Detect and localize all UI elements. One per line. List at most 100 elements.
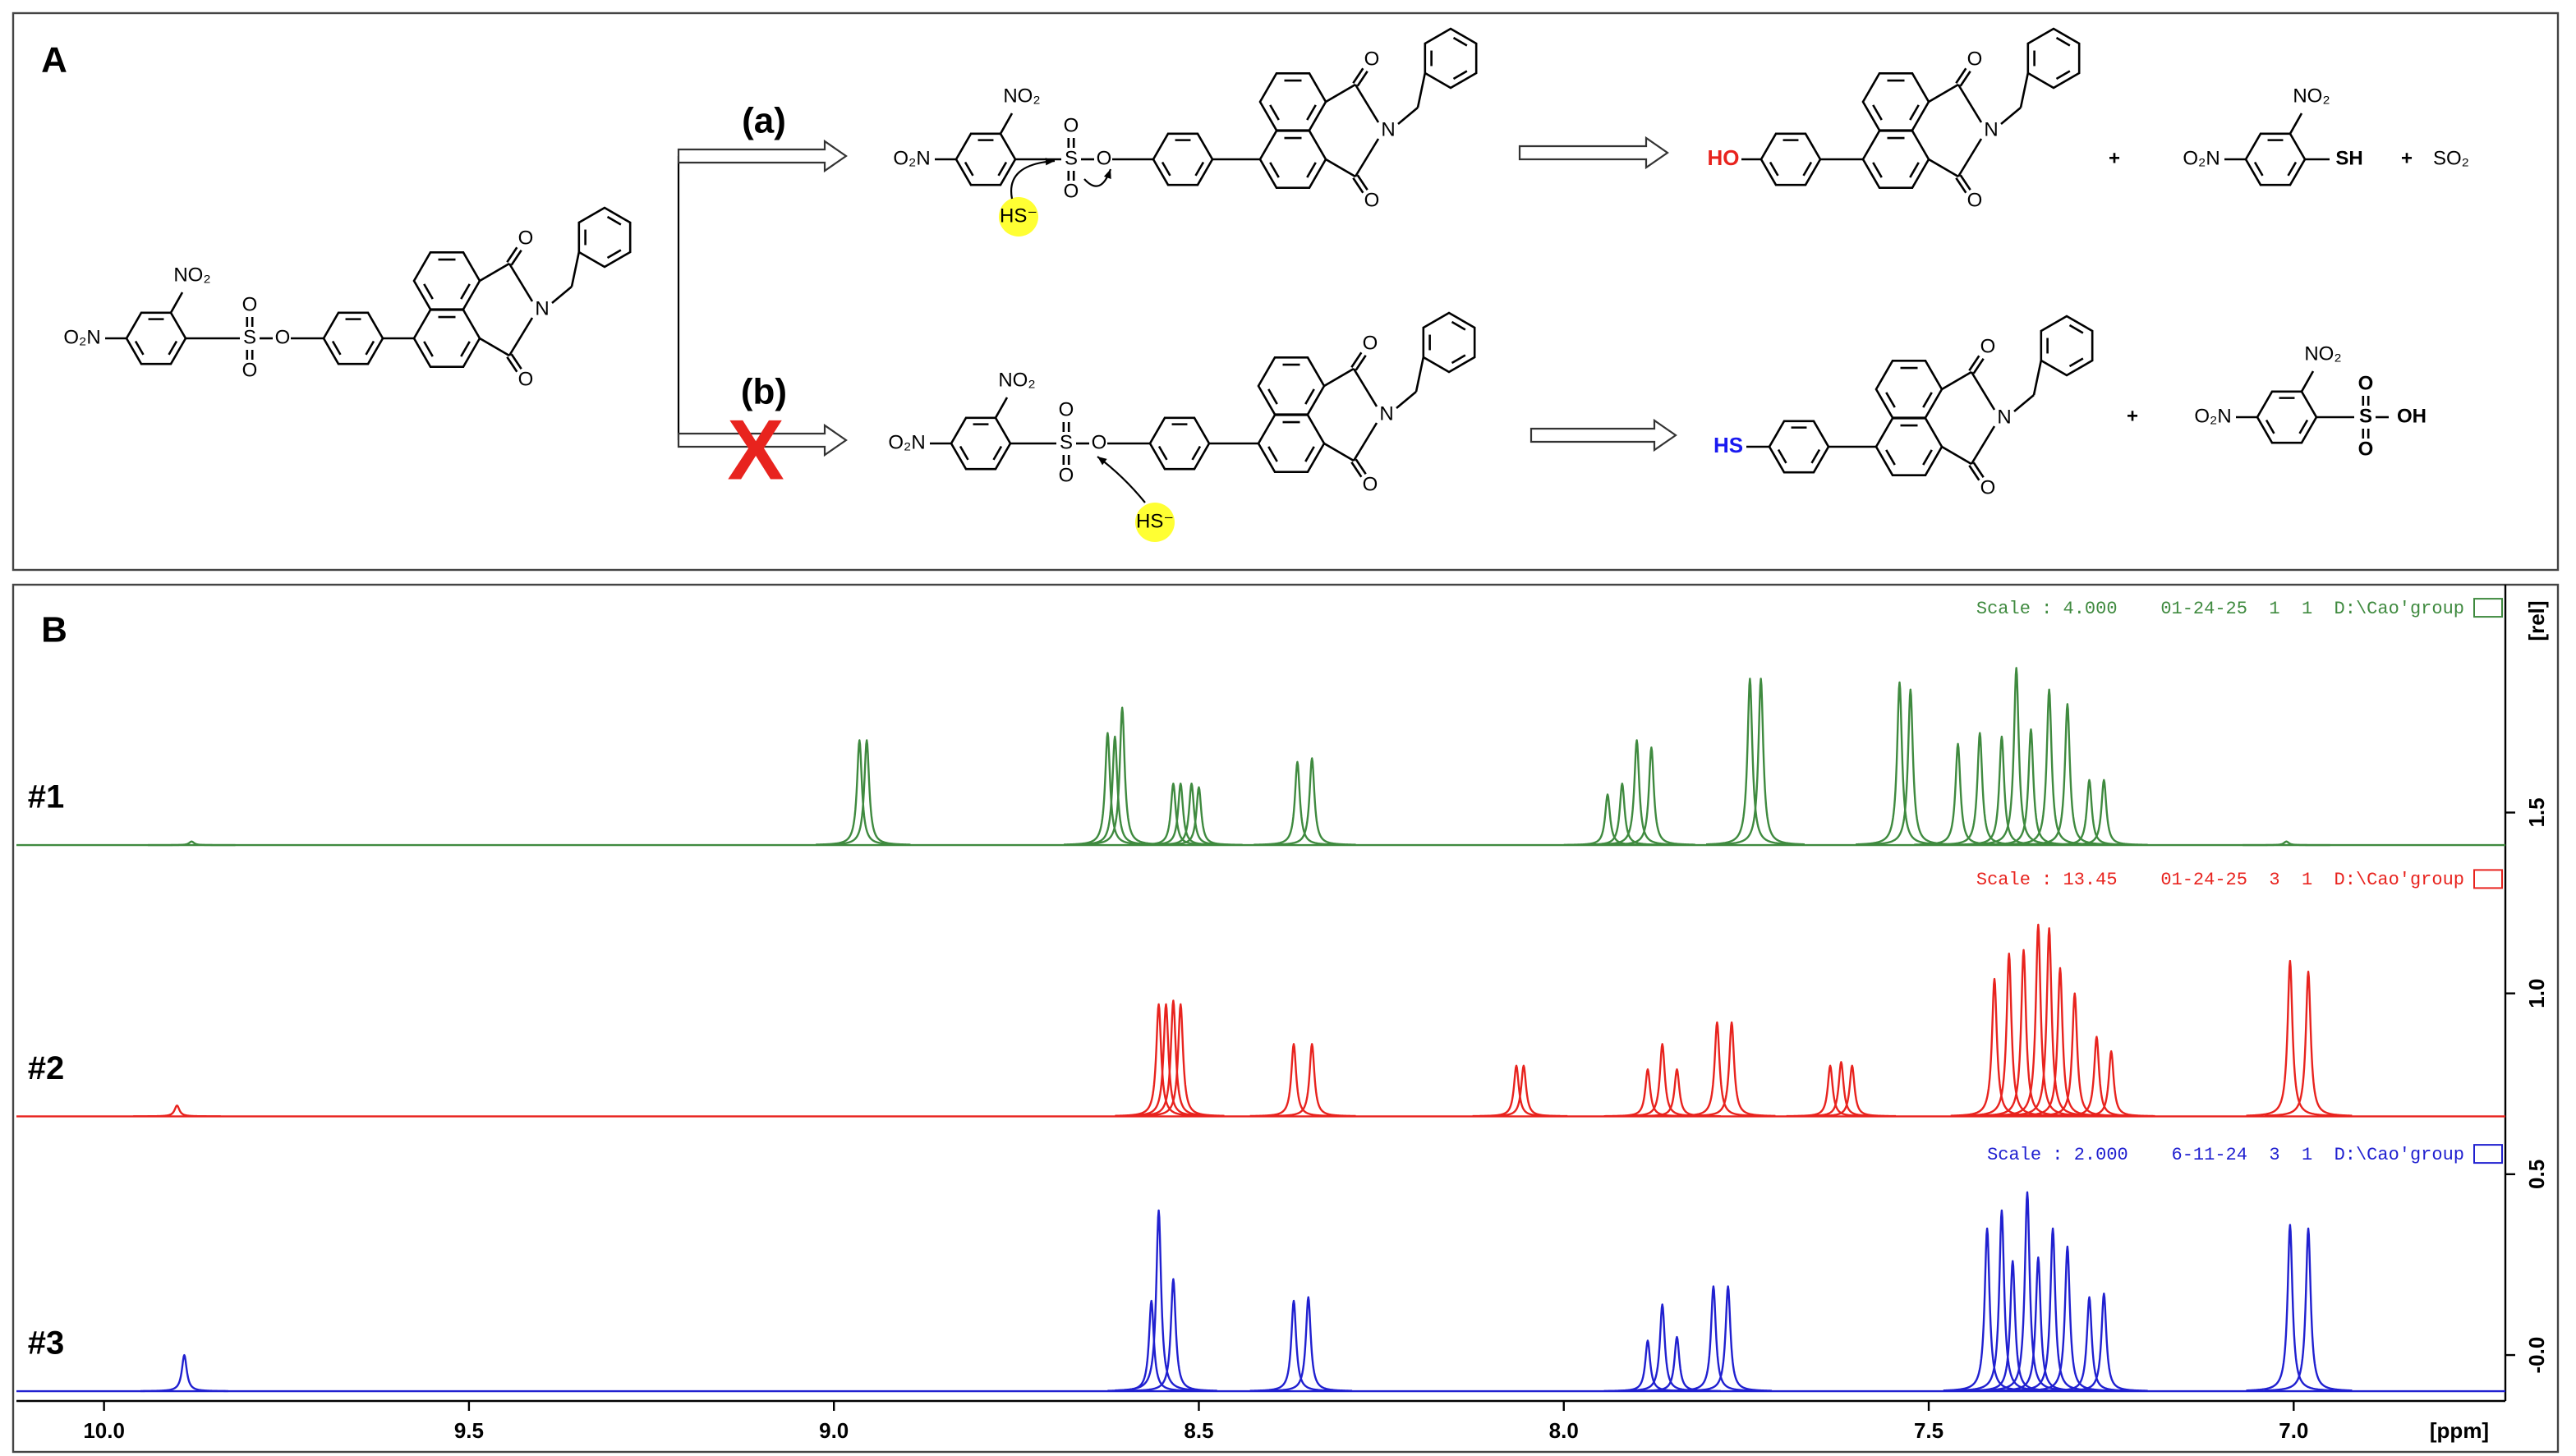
peak [1154,786,1244,846]
peak [2059,1293,2149,1392]
bond [2000,107,2022,125]
scheme-label: O [1064,114,1079,136]
peak [2242,840,2331,847]
bond [1959,174,1971,191]
y-tick-label: 1.0 [2524,979,2549,1008]
bond [1352,422,1378,462]
bond [1909,104,1920,121]
peak [2246,1224,2334,1392]
ring [1257,414,1326,473]
bond [1352,177,1364,194]
bond [365,340,375,356]
scheme-label: HS⁻ [1136,510,1174,532]
bond [1970,371,1996,411]
scheme-label: NO₂ [2304,342,2341,365]
peak [1249,1043,1338,1118]
scheme-label: NO₂ [998,369,1035,391]
reaction-arrow [677,423,848,457]
peak [1607,746,1696,846]
scheme-label: (a) [742,101,786,141]
scheme-label: + [2109,147,2120,169]
peak [140,1353,229,1393]
bond [1955,177,1967,194]
bond [1928,83,1959,103]
bond [2055,36,2071,47]
scheme-label: A [41,40,67,80]
series-header: Scale : 2.000 6-11-24 3 1 D:\Cao'group [1987,1145,2464,1165]
peak [1983,1191,2072,1392]
ring [1424,27,1478,90]
bond [1959,71,1971,87]
reaction-scheme: A(a)(b)XO₂NNO₂SOOOONOO₂NNO₂SOOOHS⁻ONOHOO… [41,27,2469,542]
peak [1632,1335,1722,1393]
scheme-label: O₂N [2183,147,2220,169]
bond [2013,394,2035,412]
bond [1957,84,1983,123]
series-name: #3 [28,1325,65,1362]
scheme-label: O [1967,48,1983,70]
bond [1885,392,1896,408]
peak [2030,992,2119,1117]
bond [1304,388,1315,405]
bond [1922,392,1933,408]
peak [1687,1021,1776,1118]
bond [570,251,581,287]
series-swatch [2473,598,2503,618]
scheme-label: O [1980,335,1996,357]
series-swatch [2473,1144,2503,1164]
bond [1355,355,1367,371]
x-tick-label: 7.0 [2279,1418,2308,1443]
scheme-label: O [1064,180,1079,202]
scheme-label: S [2359,405,2372,427]
x-axis-label: [ppm] [2430,1418,2489,1443]
bond [1191,445,1202,461]
bond [510,250,522,266]
bond [999,113,1014,135]
hs-highlight [999,197,1038,237]
scheme-label: SH [2335,147,2362,169]
bond [1354,138,1380,177]
peak [147,840,237,847]
scheme-label: O [1967,189,1983,211]
bond [1909,162,1920,178]
bond [2288,113,2303,135]
bond [1922,449,1933,466]
bond [1325,83,1356,103]
curved-arrow [1010,159,1056,200]
bond [1157,445,1168,461]
y-tick-label: -0.0 [2524,1337,2549,1374]
bond [423,283,434,300]
bond [1350,462,1363,478]
bond [1968,465,1980,481]
arrow-head [1045,158,1055,166]
bond [1777,448,1787,464]
bond [606,249,622,260]
scheme-label: O [2358,438,2374,460]
scheme-label: NO₂ [2293,85,2330,107]
bond [1802,161,1813,177]
bond [1872,162,1883,178]
bond [2032,360,2043,396]
scheme-label: + [2401,147,2413,169]
scheme-label: O [1364,48,1380,70]
ring [412,309,481,368]
arrow-head [1103,169,1111,179]
peak [2059,779,2149,846]
bond [2253,161,2264,177]
bond [1957,138,1983,177]
series-name: #1 [28,779,65,815]
x-tick-label: 7.5 [1914,1418,1944,1443]
peak [1129,1278,1218,1392]
x-tick-label: 9.5 [454,1418,484,1443]
bond [460,341,471,357]
bond [508,263,534,302]
scheme-label: O [1364,189,1380,211]
scheme-label: S [243,326,256,348]
scheme-label: NO₂ [1003,85,1040,107]
scheme-label: OH [2397,405,2426,427]
scheme-label: + [2127,405,2138,427]
ring [2026,27,2081,90]
bond [1451,320,1466,331]
ring [1422,311,1476,374]
